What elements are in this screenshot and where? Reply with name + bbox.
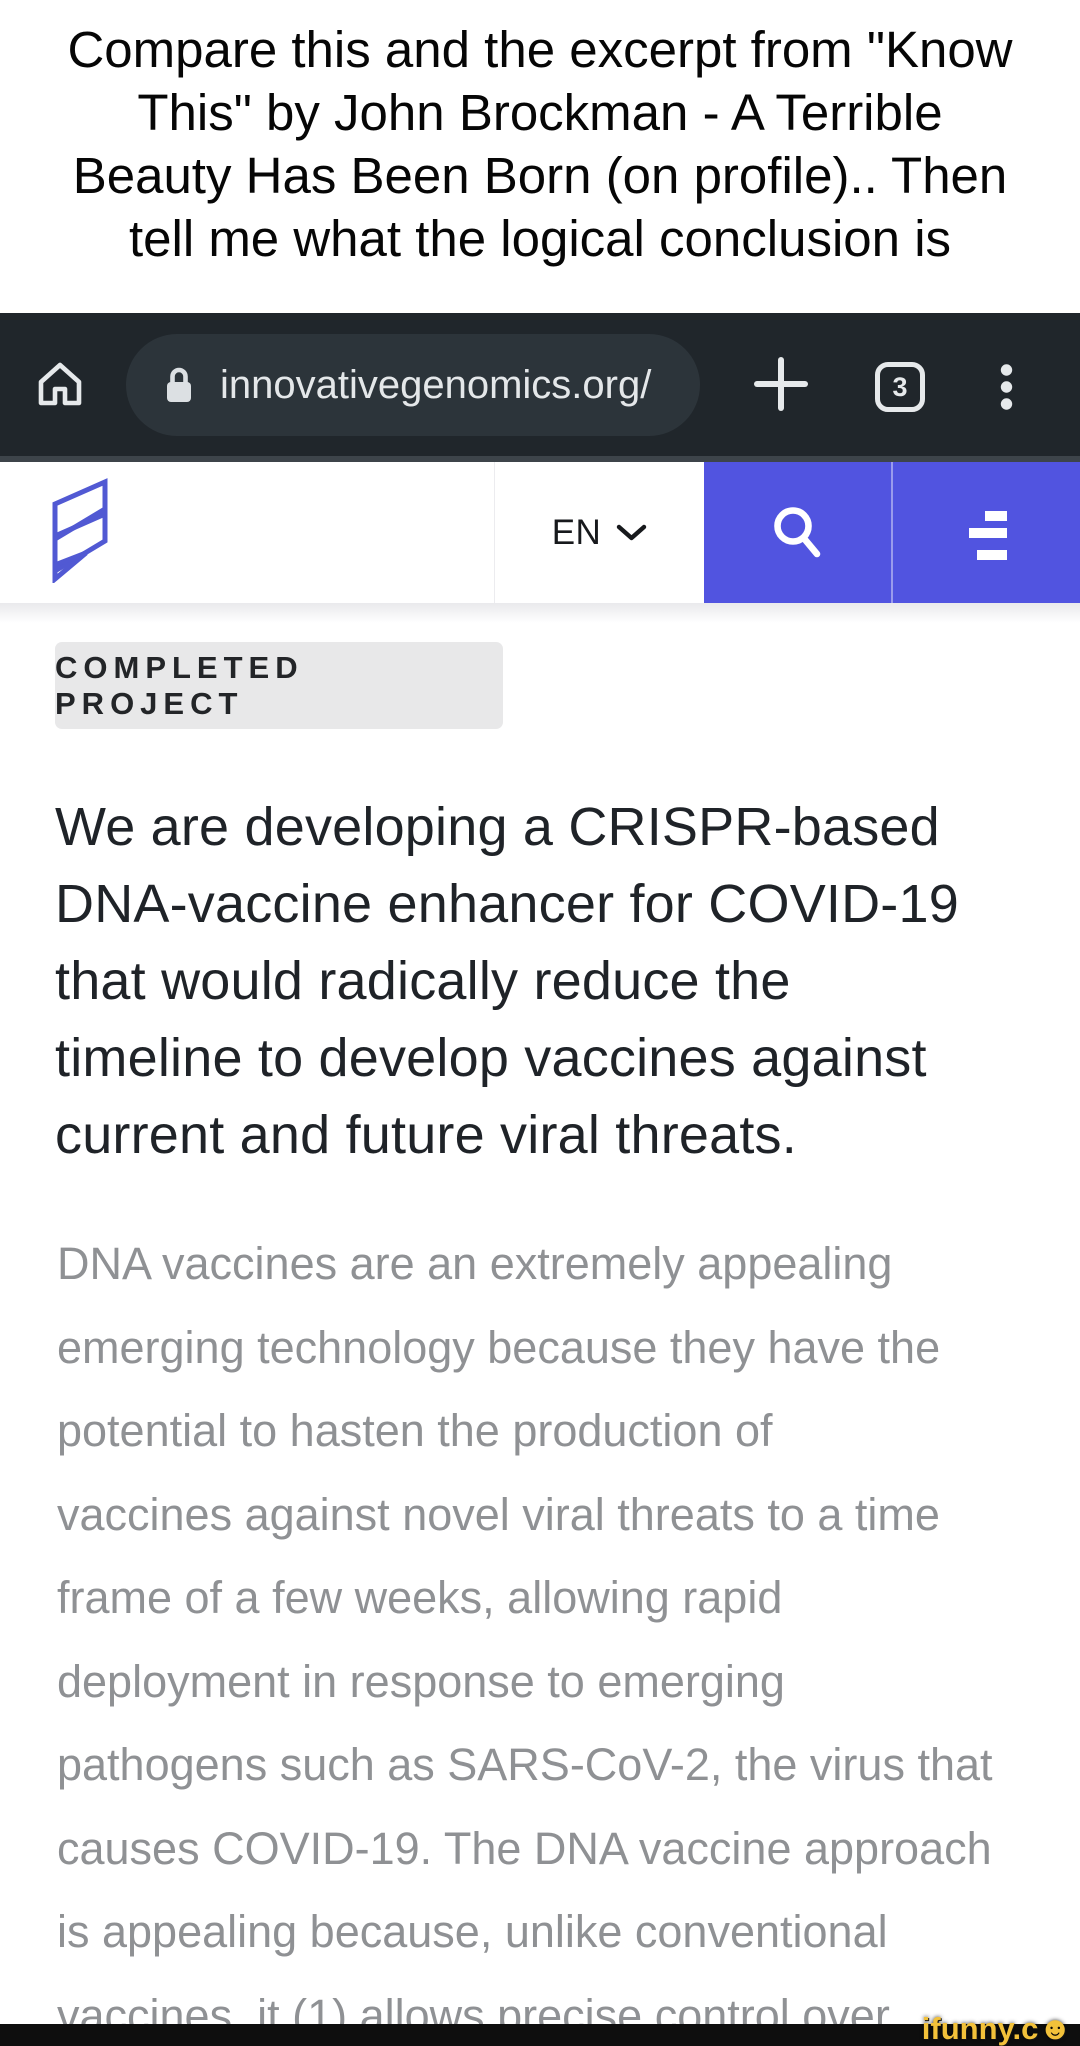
title-line: We are developing a CRISPR-based	[55, 797, 940, 857]
title-line: timeline to develop vaccines against	[55, 1028, 927, 1088]
watermark-text: ifunny.c	[921, 2011, 1039, 2046]
lock-icon	[165, 366, 193, 404]
chevron-down-icon	[616, 524, 647, 542]
meme-caption: Compare this and the excerpt from "Know …	[0, 18, 1080, 270]
url-text: innovativegenomics.org/	[220, 362, 652, 407]
body-line: DNA vaccines are an extremely appealing	[57, 1238, 893, 1289]
body-line: is appealing because, unlike conventiona…	[57, 1906, 888, 1957]
ifunny-watermark: ifunny.c☻	[922, 2010, 1072, 2046]
caption-line: Beauty Has Been Born (on profile).. Then	[72, 147, 1008, 204]
smiley-icon: ☻	[1038, 2010, 1072, 2046]
title-line: that would radically reduce the	[55, 951, 791, 1011]
kebab-icon	[1000, 364, 1013, 410]
page-title: We are developing a CRISPR-based DNA-vac…	[55, 789, 959, 1174]
home-icon	[36, 360, 84, 408]
tab-switcher-button[interactable]: 3	[875, 362, 925, 412]
title-line: DNA-vaccine enhancer for COVID-19	[55, 874, 959, 934]
caption-line: This" by John Brockman - A Terrible	[137, 84, 943, 141]
search-icon	[771, 505, 825, 561]
body-line: potential to hasten the production of	[57, 1405, 773, 1456]
hamburger-icon	[953, 511, 1007, 560]
url-bar[interactable]: innovativegenomics.org/	[126, 334, 700, 436]
igi-logo[interactable]	[52, 477, 110, 583]
body-line: vaccines against novel viral threats to …	[57, 1488, 940, 1540]
body-line: causes COVID-19. The DNA vaccine approac…	[57, 1822, 992, 1874]
caption-line: tell me what the logical conclusion is	[128, 210, 952, 267]
body-line: deployment in response to emerging	[57, 1655, 785, 1707]
bottom-bar	[0, 2024, 1080, 2046]
search-button[interactable]	[704, 462, 891, 603]
body-line: frame of a few weeks, allowing rapid	[57, 1572, 783, 1623]
browser-menu-button[interactable]	[1000, 364, 1013, 410]
title-line: current and future viral threats.	[55, 1105, 797, 1165]
language-label: EN	[551, 512, 602, 552]
body-line: emerging technology because they have th…	[57, 1321, 941, 1373]
header-divider	[494, 462, 495, 603]
tab-count: 3	[892, 371, 908, 402]
home-button[interactable]	[36, 360, 84, 408]
body-paragraph: DNA vaccines are an extremely appealing …	[57, 1222, 993, 2046]
language-selector[interactable]: EN	[495, 462, 704, 603]
site-header: EN	[0, 462, 1080, 603]
status-badge: COMPLETED PROJECT	[55, 642, 503, 729]
browser-toolbar: innovativegenomics.org/ 3	[0, 313, 1080, 462]
caption-line: Compare this and the excerpt from "Know	[67, 21, 1013, 78]
site-menu-button[interactable]	[891, 462, 1080, 603]
body-line: pathogens such as SARS-CoV-2, the virus …	[57, 1739, 993, 1790]
plus-icon	[754, 357, 808, 411]
header-shadow	[0, 603, 1080, 623]
new-tab-button[interactable]	[754, 357, 808, 411]
